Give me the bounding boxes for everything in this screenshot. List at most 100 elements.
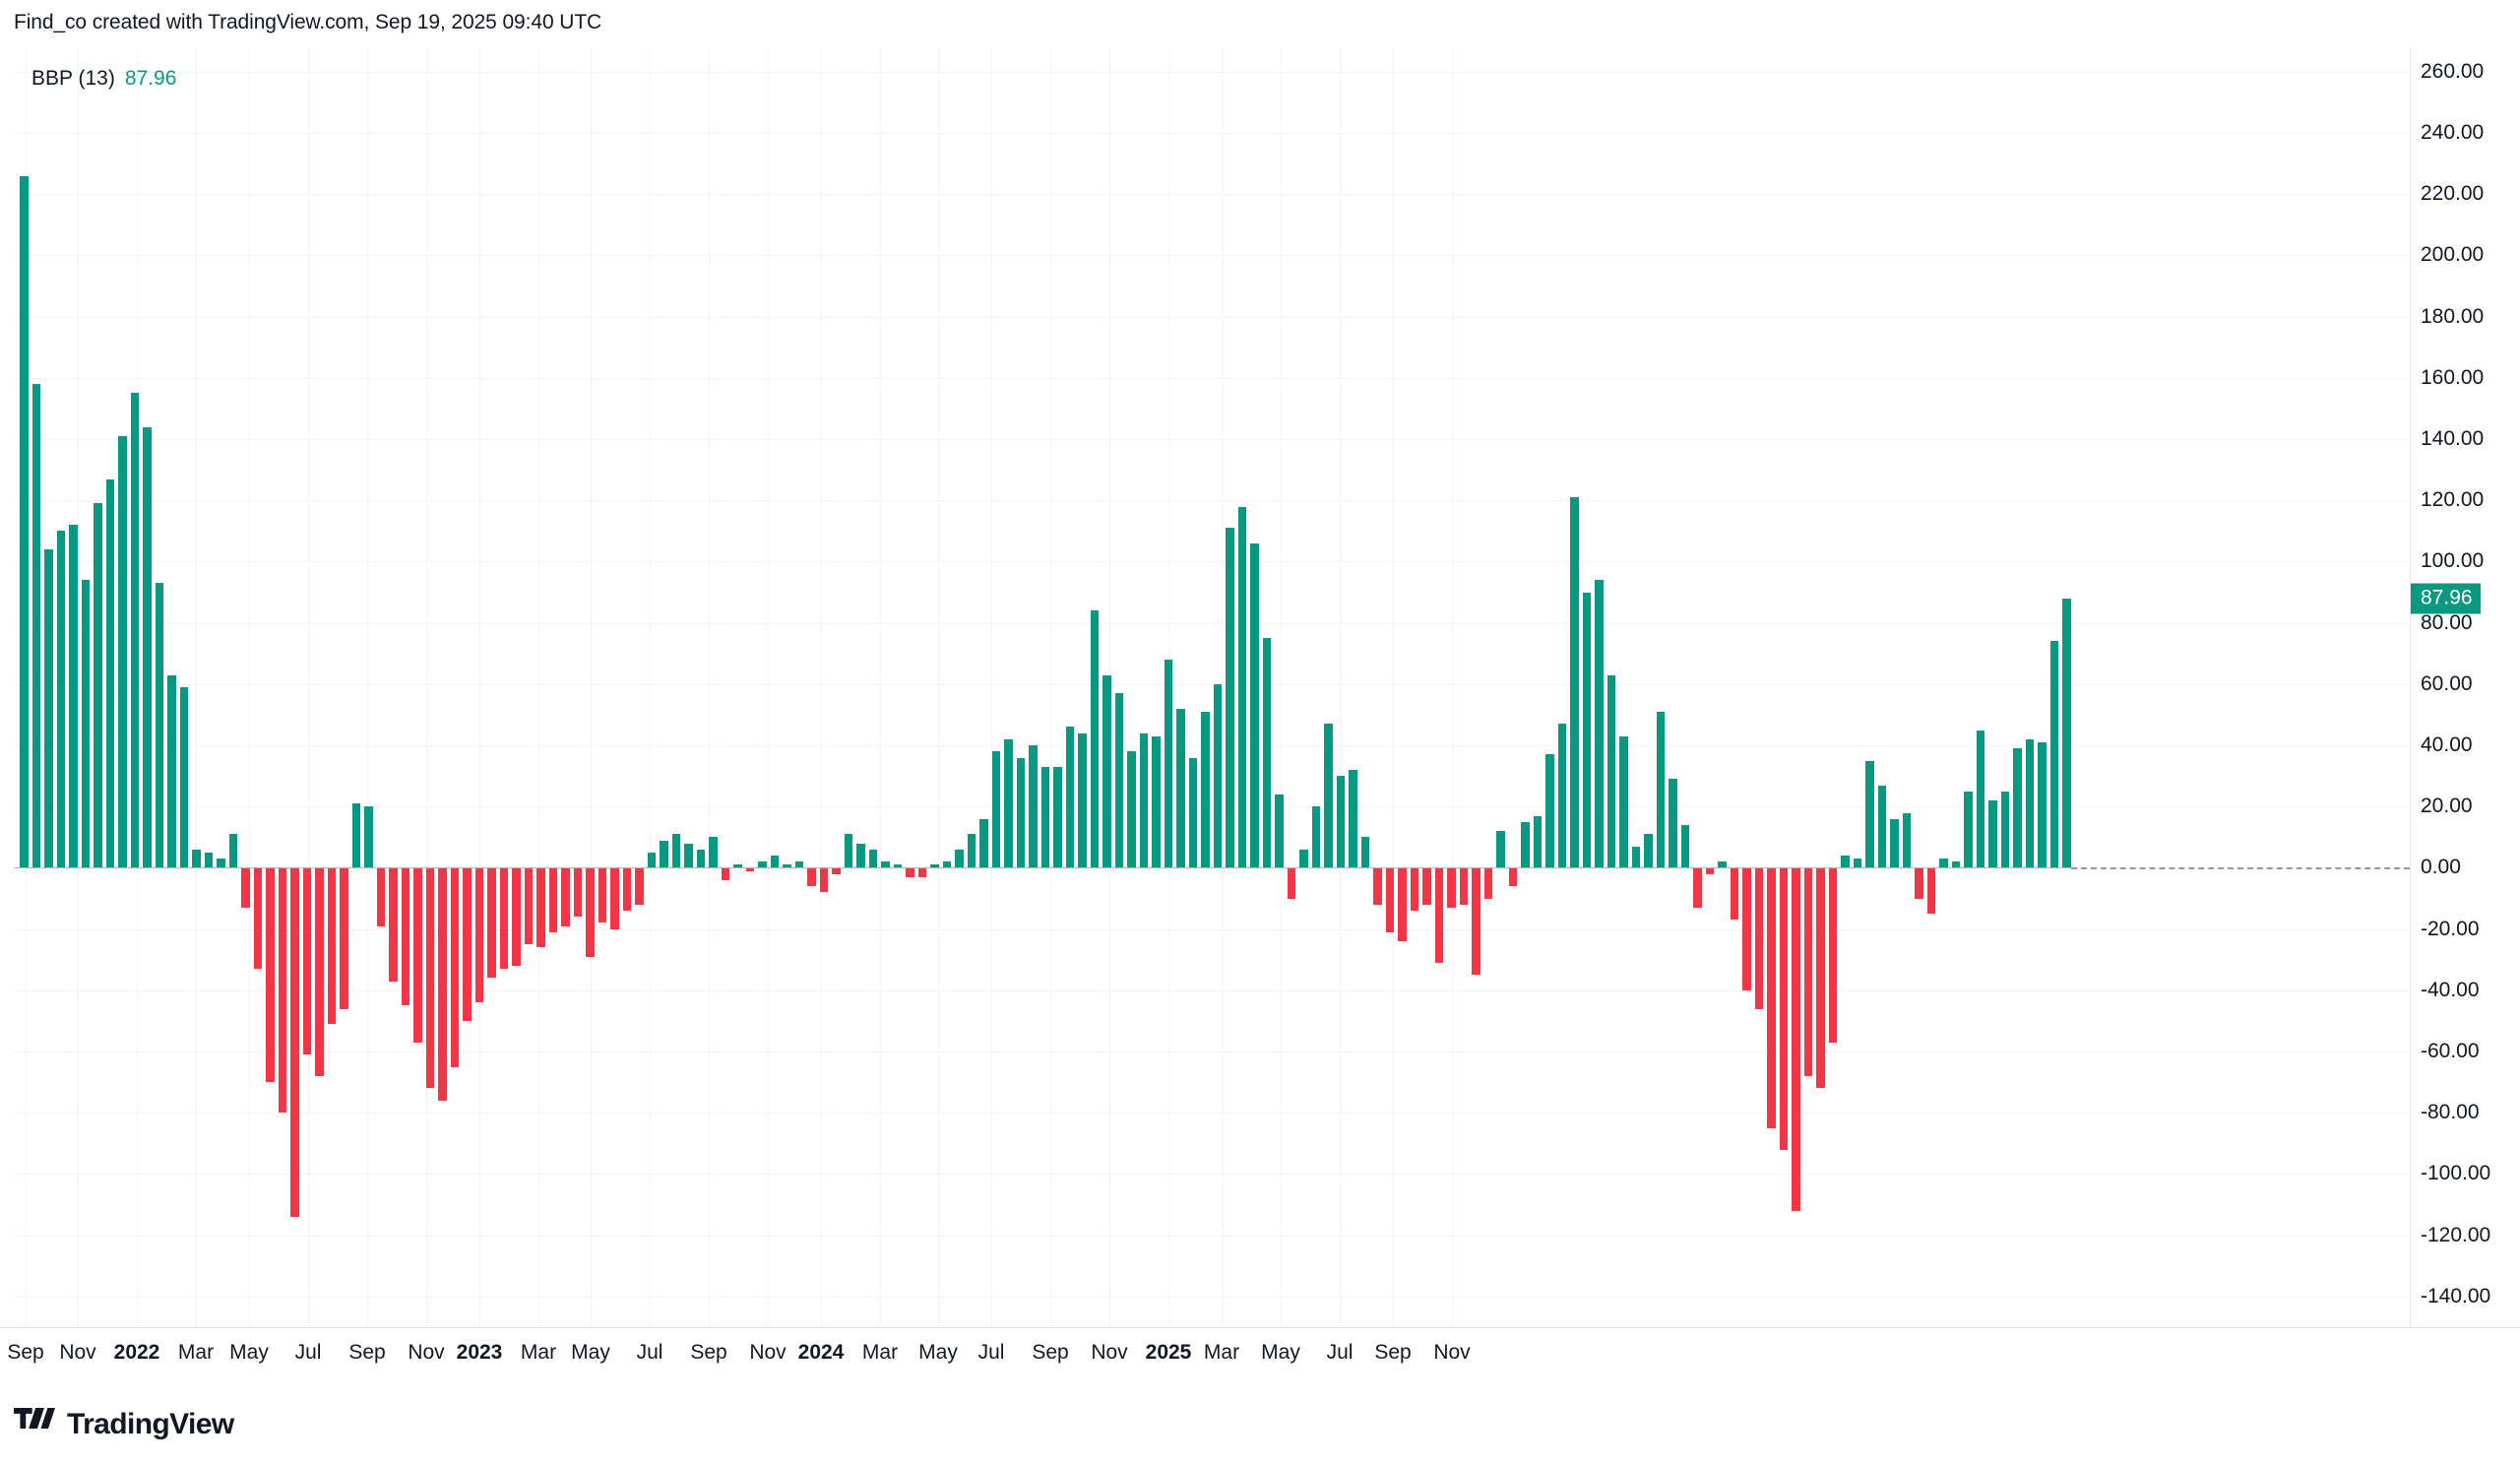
chart-bar (524, 867, 534, 945)
gridline-vertical (479, 47, 480, 1327)
gridline-vertical (991, 47, 992, 1327)
chart-bar (1299, 849, 1308, 868)
chart-bar (228, 834, 238, 868)
chart-bar (2000, 791, 2010, 868)
time-axis-tick: May (571, 1341, 610, 1364)
chart-bar (1988, 800, 1997, 868)
time-axis-tick: Jul (636, 1341, 663, 1364)
chart-bar (1164, 660, 1173, 868)
chart-bar (94, 503, 102, 868)
chart-bar (1287, 867, 1296, 899)
chart-bar (192, 849, 201, 868)
chart-bar (204, 852, 214, 868)
chart-bar (340, 867, 348, 1009)
chart-bar (1865, 760, 1874, 868)
gridline-vertical (591, 47, 592, 1327)
chart-bar (1016, 757, 1026, 868)
chart-bar (856, 843, 865, 868)
time-axis-tick: Sep (1374, 1341, 1412, 1364)
price-axis-tick: -60.00 (2421, 1040, 2480, 1063)
chart-bar (1606, 674, 1616, 868)
chart-bar (647, 852, 657, 868)
chart-bar (1373, 867, 1382, 905)
chart-bar (1767, 867, 1776, 1128)
gridline-horizontal (14, 806, 2410, 808)
chart-bar (2062, 598, 2071, 868)
chart-bar (1090, 610, 1100, 868)
price-axis-tick: 260.00 (2421, 59, 2485, 83)
chart-bar (622, 867, 632, 912)
indicator-legend[interactable]: BBP (13) 87.96 (32, 67, 176, 91)
time-axis-tick: Sep (348, 1341, 386, 1364)
chart-bar (425, 867, 435, 1089)
chart-bar (1324, 724, 1333, 868)
price-axis-tick: -120.00 (2421, 1223, 2491, 1246)
gridline-horizontal (14, 439, 2410, 441)
chart-bar (1533, 815, 1543, 868)
chart-bar (413, 867, 422, 1043)
price-axis-tick: 140.00 (2421, 427, 2485, 451)
chart-bar (1459, 867, 1469, 905)
time-axis-tick: May (1261, 1341, 1300, 1364)
gridline-vertical (1452, 47, 1453, 1327)
chart-bar (1311, 806, 1321, 868)
time-axis-tick: Mar (520, 1341, 557, 1364)
chart-bar (1656, 711, 1666, 868)
gridline-horizontal (14, 1113, 2410, 1115)
chart-bar (1619, 735, 1628, 868)
chart-bar (1669, 779, 1677, 868)
chart-bar (130, 393, 140, 868)
gridline-vertical (78, 47, 79, 1327)
chart-bar (278, 867, 287, 1114)
chart-bar (1029, 745, 1038, 868)
chart-bar (474, 867, 484, 1003)
chart-bar (807, 867, 816, 887)
chart-bar (1102, 674, 1111, 868)
chart-bar (1631, 846, 1641, 868)
gridline-vertical (938, 47, 939, 1327)
chart-bar (548, 867, 558, 932)
gridline-horizontal (14, 1051, 2410, 1053)
price-axis-tick: 200.00 (2421, 243, 2485, 267)
chart-bar (1841, 856, 1850, 868)
chart-bar (1139, 732, 1149, 868)
chart-bar (1127, 751, 1136, 868)
chart-bar (1040, 766, 1050, 868)
time-axis[interactable]: Sep Nov 2022 Mar May Jul Sep Nov 2023 Mar May Jul Se… (0, 1327, 2520, 1378)
gridline-horizontal (14, 1174, 2410, 1176)
gridline-horizontal (14, 1235, 2410, 1237)
chart-bar (635, 867, 644, 905)
gridline-horizontal (14, 928, 2410, 930)
time-axis-tick: May (229, 1341, 269, 1364)
chart-bar (671, 834, 681, 868)
chart-bar (573, 867, 583, 918)
chart-bar (1680, 824, 1690, 868)
chart-bar (167, 674, 176, 868)
chart-bar (1557, 724, 1567, 868)
chart-bar (1816, 867, 1825, 1089)
chart-bar (2025, 738, 2035, 868)
chart-bar (696, 849, 706, 868)
chart-bar (1730, 867, 1739, 921)
time-axis-tick: Sep (690, 1341, 727, 1364)
price-axis[interactable]: 260.00 240.00 220.00 200.00 180.00 160.00 140.… (2410, 47, 2520, 1327)
time-axis-tick: Sep (7, 1341, 44, 1364)
gridline-vertical (768, 47, 769, 1327)
time-axis-tick: Jul (294, 1341, 322, 1364)
chart-bar (610, 867, 619, 929)
gridline-vertical (821, 47, 822, 1327)
chart-bar (56, 531, 66, 868)
chart-bar (143, 426, 152, 868)
chart-bar (389, 867, 398, 982)
chart-bar (290, 867, 299, 1218)
gridline-horizontal (14, 500, 2410, 502)
gridline-vertical (650, 47, 651, 1327)
chart-plot-area[interactable]: BBP (13) 87.96 (14, 47, 2410, 1327)
time-axis-tick: 2022 (113, 1341, 160, 1364)
chart-bar (1890, 818, 1899, 868)
chart-bar (499, 867, 509, 970)
chart-bar (351, 803, 361, 868)
chart-bar (930, 864, 939, 868)
gridline-vertical (426, 47, 427, 1327)
gridline-horizontal (14, 255, 2410, 257)
